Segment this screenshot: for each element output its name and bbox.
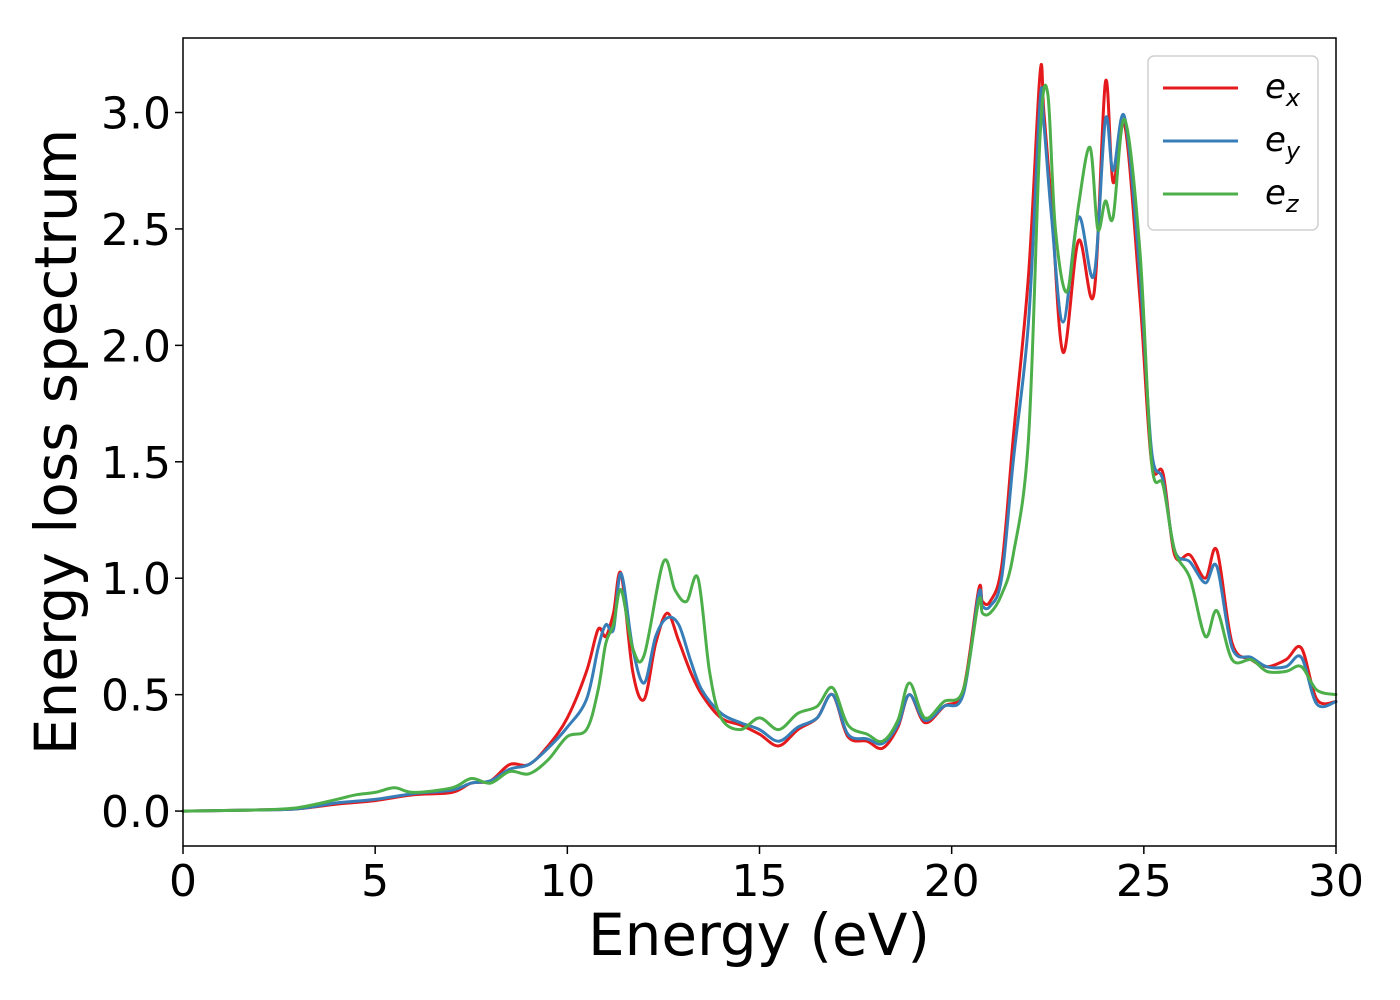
x-tick-label: 30 [1308,856,1364,907]
legend-label-x: ex [1265,67,1301,112]
x-axis-ticks: 0 5 10 15 20 25 30 [169,846,1364,907]
legend: ex ey ez [1147,55,1319,231]
x-tick-label: 25 [1116,856,1172,907]
legend-label-y: ey [1265,120,1301,165]
legend-items: ex ey ez [1163,67,1301,218]
y-axis-title: Energy loss spectrum [22,129,90,755]
y-tick-label: 2.5 [101,205,171,256]
y-tick-label: 1.5 [101,438,171,489]
legend-box [1147,55,1319,231]
y-axis-ticks: 0.0 0.5 1.0 1.5 2.0 2.5 3.0 [101,89,183,838]
plot-frame [182,37,1337,847]
y-tick-label: 1.0 [101,554,171,605]
series-line-z [181,83,1338,813]
y-tick-label: 0.5 [101,671,171,722]
y-tick-label: 0.0 [101,787,171,838]
legend-label-z: ez [1265,173,1300,218]
x-tick-label: 15 [732,856,788,907]
y-tick-label: 2.0 [101,321,171,372]
x-tick-label: 0 [169,856,197,907]
x-tick-label: 5 [361,856,389,907]
plot-lines [181,62,1338,813]
x-axis-title: Energy (eV) [588,901,930,969]
x-tick-label: 10 [539,856,595,907]
y-tick-label: 3.0 [101,89,171,140]
x-tick-label: 20 [924,856,980,907]
